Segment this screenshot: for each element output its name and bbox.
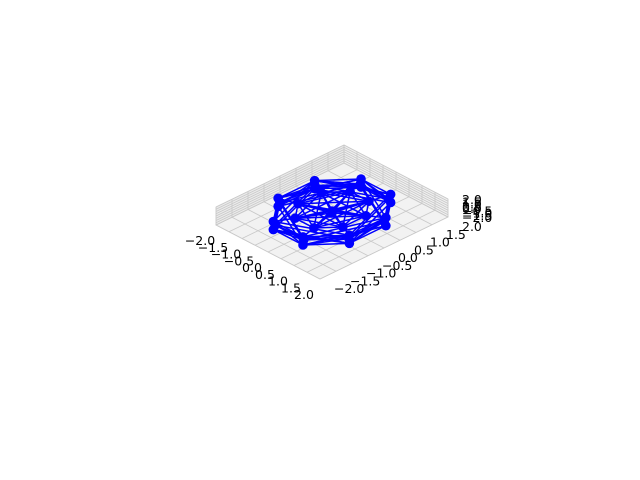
graph-node [361,210,371,221]
grid-line-z [215,146,345,210]
graph-edge [294,190,351,219]
graph-edge [314,184,362,188]
grid-line-y [215,224,321,280]
y-tick-label: −0.5 [382,258,412,273]
grid-line-z [343,160,449,216]
graph-node [385,197,396,208]
z-tick-label: −1.0 [462,206,492,221]
x-tick-label: −2.0 [185,233,215,248]
grid-line-z [215,149,345,212]
axis-tick-labels: −2.0−1.5−1.0−0.50.00.51.01.52.0 −2.0−1.5−… [185,192,493,302]
graph-node [344,238,355,249]
grid-line-z [215,160,345,224]
graph-edge [342,191,351,228]
grid-line-y [231,216,337,272]
graph-node [273,201,283,212]
z-tick-label: 1.0 [462,197,482,212]
y-tick-label: 0.0 [398,250,418,265]
x-tick-label: −0.5 [224,253,254,268]
grid-line-z [215,144,345,208]
y-tick-label: 1.0 [430,235,450,250]
graph-edge [349,225,387,245]
x-tick-label: −1.0 [211,247,241,262]
graph-edge [302,242,350,246]
graph-edge [321,190,351,194]
x-tick-label: −1.5 [198,240,228,255]
graph-edge [297,202,333,214]
graph-node [290,213,300,224]
graph-edge [297,203,344,228]
graph-node [381,220,391,231]
graph-edge [360,178,392,196]
grid-line-z [215,153,345,217]
grid-line-z [215,155,345,219]
z-tick-label: −1.5 [462,208,492,223]
y-tick-label: −1.5 [350,273,380,288]
grid-line-z [343,146,449,202]
graph-edge [313,226,343,229]
graph-edge [313,192,322,229]
graph-edge [314,178,362,182]
graph-edge [272,228,304,246]
graph-node [268,224,279,235]
graph-edge [331,212,366,217]
grid-line-z [343,144,449,200]
grid-line-z [215,158,345,221]
grid-line-z [343,158,449,213]
z-tick-label: −0.5 [462,203,492,218]
graph-node [293,198,303,209]
graph-edge [313,200,370,229]
graph-edge [320,191,367,217]
x-tick-label: 2.0 [294,287,314,302]
grid-line-z [343,155,449,211]
graph-node [364,196,374,207]
grid-line-z [215,151,345,215]
x-tick-label: 1.0 [268,274,288,289]
grid-line-z [343,162,449,218]
z-tick-label: 1.5 [462,194,482,209]
grid-line-z [343,151,449,207]
graph-edge [303,234,350,241]
graph-node [338,222,348,232]
z-tick-label: 2.0 [462,192,482,207]
graph-node [316,187,326,198]
graph-edge [272,188,316,231]
graph-node [345,186,355,197]
graph-nodes [268,174,396,250]
graph-node [356,182,366,192]
graph-edge [277,179,315,199]
z-tick-label: 0.5 [462,199,482,214]
grid-line-z [343,149,449,204]
x-tick-label: 1.5 [281,280,301,295]
graph-edge [349,224,387,237]
y-tick-label: −2.0 [334,281,364,296]
y-tick-label: 0.5 [414,242,434,257]
z-tick-label: 0.0 [462,201,482,216]
graph-edge [295,212,333,219]
y-tick-label: 2.0 [462,219,482,234]
graph-edge [314,179,362,188]
graph-node [309,223,319,233]
x-tick-label: 0.0 [242,260,262,275]
grid-line-z [343,153,449,209]
x-tick-label: 0.5 [255,267,275,282]
z-tick-label: −2.0 [462,210,492,225]
graph-node [298,240,308,250]
graph-edge [302,236,350,245]
y-tick-label: 1.5 [446,227,466,242]
graph-edge [298,200,369,205]
y-tick-label: −1.0 [366,266,396,281]
graph-node [327,208,337,218]
graph-edge [348,201,392,244]
graph-edge [360,186,391,196]
